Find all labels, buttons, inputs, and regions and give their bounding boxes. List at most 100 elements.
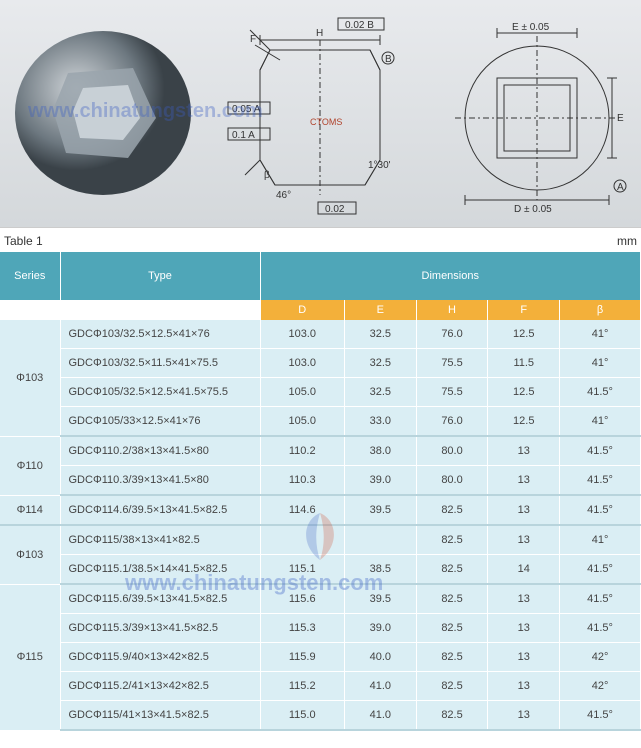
cell-D: 103.0	[260, 349, 344, 378]
col-F: F	[488, 300, 560, 320]
cell-F: 13	[488, 495, 560, 525]
cell-beta: 41.5°	[560, 584, 641, 614]
table-row: GDCΦ105/33×12.5×41×76105.033.076.012.541…	[0, 407, 641, 437]
cell-E: 40.0	[344, 643, 416, 672]
cell-type: GDCΦ115/38×13×41×82.5	[60, 525, 260, 555]
table-unit: mm	[617, 234, 637, 248]
cell-F: 13	[488, 672, 560, 701]
cell-F: 13	[488, 436, 560, 466]
label-E: E	[617, 113, 624, 124]
col-H: H	[416, 300, 488, 320]
diagram-center-section: H F B 46° 1°30' β 0.02 B 0.05 A 0.1 A 0.…	[220, 10, 430, 220]
label-H: H	[316, 28, 323, 39]
diagram-right-plan: E ± 0.05 E D ± 0.05 A	[442, 18, 632, 213]
table-subheader-row: D E H F β	[0, 300, 641, 320]
table-header-row: Series Type Dimensions	[0, 252, 641, 300]
cell-E: 39.5	[344, 584, 416, 614]
subhdr-empty	[60, 300, 260, 320]
col-D: D	[260, 300, 344, 320]
table-row: GDCΦ110.3/39×13×41.5×80110.339.080.01341…	[0, 466, 641, 496]
col-series: Series	[0, 252, 60, 300]
subhdr-empty	[0, 300, 60, 320]
col-beta: β	[560, 300, 641, 320]
cell-beta: 41°	[560, 320, 641, 349]
cell-D: 110.3	[260, 466, 344, 496]
cell-type: GDCΦ110.3/39×13×41.5×80	[60, 466, 260, 496]
cell-H: 82.5	[416, 584, 488, 614]
cell-beta: 42°	[560, 643, 641, 672]
col-E: E	[344, 300, 416, 320]
col-dimensions: Dimensions	[260, 252, 641, 300]
cell-F: 13	[488, 614, 560, 643]
cell-type: GDCΦ115/41×13×41.5×82.5	[60, 701, 260, 731]
cell-D: 110.2	[260, 436, 344, 466]
cell-beta: 41.5°	[560, 701, 641, 731]
cell-type: GDCΦ115.9/40×13×42×82.5	[60, 643, 260, 672]
table-row: GDCΦ115.2/41×13×42×82.5115.241.082.51342…	[0, 672, 641, 701]
cell-beta: 41.5°	[560, 614, 641, 643]
cell-beta: 41.5°	[560, 495, 641, 525]
label-angle46: 46°	[276, 190, 291, 201]
cell-E	[344, 525, 416, 555]
cell-beta: 42°	[560, 672, 641, 701]
cell-H: 75.5	[416, 349, 488, 378]
cell-beta: 41.5°	[560, 436, 641, 466]
cell-type: GDCΦ114.6/39.5×13×41.5×82.5	[60, 495, 260, 525]
cell-beta: 41.5°	[560, 555, 641, 585]
ctoms-label: CTOMS	[310, 117, 342, 127]
cell-E: 32.5	[344, 320, 416, 349]
label-angle130: 1°30'	[368, 160, 391, 171]
cell-E: 33.0	[344, 407, 416, 437]
cell-type: GDCΦ115.3/39×13×41.5×82.5	[60, 614, 260, 643]
cell-H: 82.5	[416, 555, 488, 585]
tol-bot: 0.02	[325, 204, 345, 215]
cell-H: 82.5	[416, 495, 488, 525]
cell-D: 115.6	[260, 584, 344, 614]
tol-left2: 0.1 A	[232, 130, 255, 141]
cell-H: 75.5	[416, 378, 488, 407]
table-row: GDCΦ105/32.5×12.5×41.5×75.5105.032.575.5…	[0, 378, 641, 407]
cell-F: 13	[488, 643, 560, 672]
cell-type: GDCΦ105/32.5×12.5×41.5×75.5	[60, 378, 260, 407]
cell-E: 41.0	[344, 672, 416, 701]
cell-E: 39.5	[344, 495, 416, 525]
dimensions-table: Series Type Dimensions D E H F β Φ103GDC…	[0, 252, 641, 731]
table-row: GDCΦ115/41×13×41.5×82.5115.041.082.51341…	[0, 701, 641, 731]
table-row: GDCΦ115.3/39×13×41.5×82.5115.339.082.513…	[0, 614, 641, 643]
table-title: Table 1	[4, 234, 43, 248]
cell-H: 82.5	[416, 643, 488, 672]
cell-H: 76.0	[416, 320, 488, 349]
cell-H: 82.5	[416, 525, 488, 555]
cell-type: GDCΦ110.2/38×13×41.5×80	[60, 436, 260, 466]
table-title-row: Table 1 mm	[0, 228, 641, 252]
cell-series: Φ103	[0, 525, 60, 584]
label-F: F	[250, 34, 256, 45]
cell-series: Φ114	[0, 495, 60, 525]
cell-F: 13	[488, 466, 560, 496]
cell-type: GDCΦ103/32.5×11.5×41×75.5	[60, 349, 260, 378]
cell-H: 80.0	[416, 436, 488, 466]
tol-left1: 0.05 A	[232, 104, 261, 115]
cell-series: Φ110	[0, 436, 60, 495]
cell-beta: 41°	[560, 525, 641, 555]
table-row: Φ115GDCΦ115.6/39.5×13×41.5×82.5115.639.5…	[0, 584, 641, 614]
cell-D: 103.0	[260, 320, 344, 349]
cell-H: 80.0	[416, 466, 488, 496]
cell-D: 105.0	[260, 378, 344, 407]
cell-H: 82.5	[416, 701, 488, 731]
label-A: A	[617, 182, 624, 193]
cell-beta: 41°	[560, 407, 641, 437]
cell-H: 82.5	[416, 672, 488, 701]
label-D-tol: D ± 0.05	[514, 204, 552, 213]
cell-type: GDCΦ115.2/41×13×42×82.5	[60, 672, 260, 701]
cell-D: 115.0	[260, 701, 344, 731]
cell-type: GDCΦ115.6/39.5×13×41.5×82.5	[60, 584, 260, 614]
table-row: GDCΦ103/32.5×11.5×41×75.5103.032.575.511…	[0, 349, 641, 378]
table-row: Φ110GDCΦ110.2/38×13×41.5×80110.238.080.0…	[0, 436, 641, 466]
tol-top: 0.02 B	[345, 20, 374, 31]
col-type: Type	[60, 252, 260, 300]
cell-E: 38.0	[344, 436, 416, 466]
cell-beta: 41.5°	[560, 378, 641, 407]
cell-beta: 41.5°	[560, 466, 641, 496]
table-row: Φ103GDCΦ103/32.5×12.5×41×76103.032.576.0…	[0, 320, 641, 349]
